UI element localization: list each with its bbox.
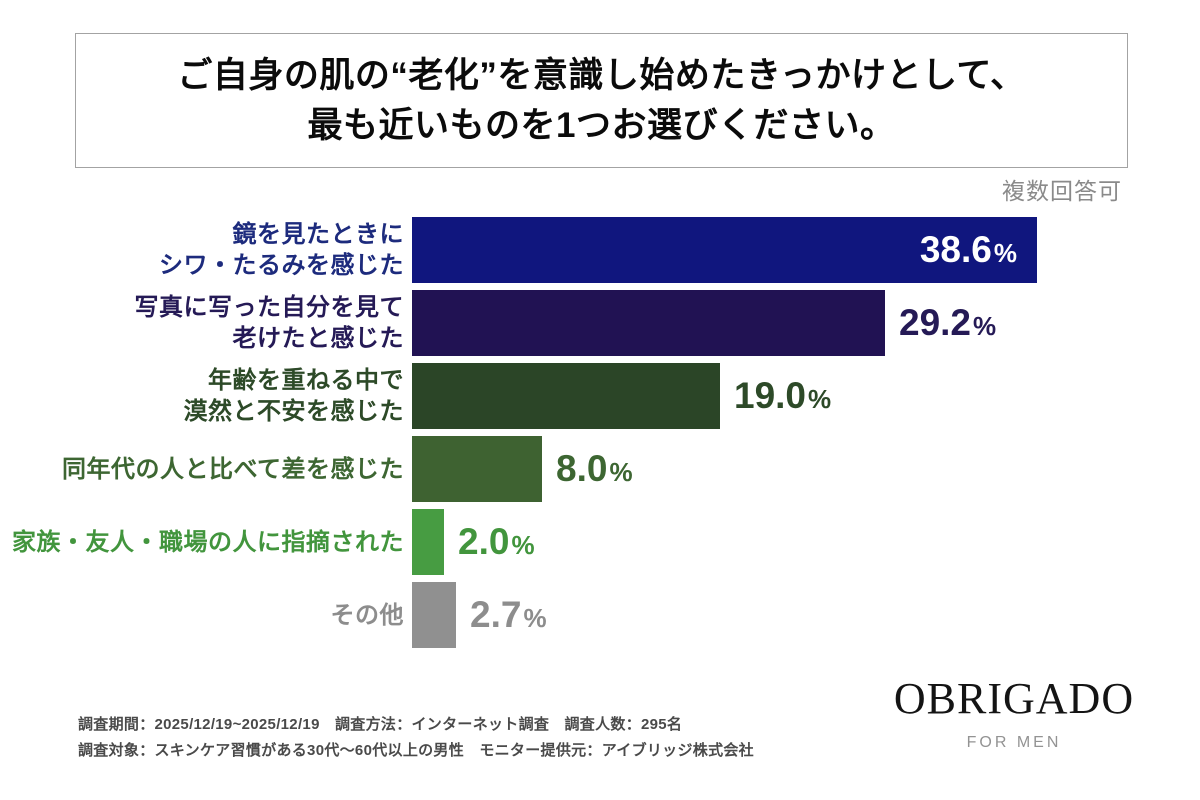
- brand-block: OBRIGADO FOR MEN: [878, 676, 1150, 752]
- brand-tagline: FOR MEN: [966, 734, 1062, 751]
- value-number: 2.0: [458, 521, 510, 562]
- chart-row: 鏡を見たときに シワ・たるみを感じた 38.6%: [0, 217, 1200, 283]
- value-number: 29.2: [899, 302, 972, 343]
- chart-row: 同年代の人と比べて差を感じた 8.0%: [0, 436, 1200, 502]
- survey-meta: 調査期間：2025/12/19~2025/12/19 調査方法：インターネット調…: [78, 712, 754, 764]
- chart-row: 写真に写った自分を見て 老けたと感じた 29.2%: [0, 290, 1200, 356]
- value-number: 19.0: [734, 375, 807, 416]
- value-percent-sign: %: [993, 238, 1017, 268]
- bar-area: 2.0%: [412, 509, 1200, 575]
- category-label: 家族・友人・職場の人に指摘された: [12, 528, 404, 556]
- chart-row: 年齢を重ねる中で 漠然と不安を感じた 19.0%: [0, 363, 1200, 429]
- category-label: 年齢を重ねる中で 漠然と不安を感じた: [183, 367, 404, 425]
- bar-area: 8.0%: [412, 436, 1200, 502]
- bar-area: 29.2%: [412, 290, 1200, 356]
- bar: [412, 509, 444, 575]
- category-label: 同年代の人と比べて差を感じた: [61, 455, 404, 483]
- value-label: 38.6%: [920, 229, 1017, 271]
- page-title-line-1: ご自身の肌の“老化”を意識し始めたきっかけとして、: [177, 55, 1026, 95]
- bar-area: 19.0%: [412, 363, 1200, 429]
- value-number: 38.6: [919, 229, 992, 270]
- chart-row: 家族・友人・職場の人に指摘された 2.0%: [0, 509, 1200, 575]
- bar: [412, 363, 720, 429]
- value-percent-sign: %: [523, 603, 547, 633]
- bar: [412, 290, 885, 356]
- value-label: 19.0%: [734, 375, 831, 417]
- value-number: 2.7: [470, 594, 522, 635]
- bar-chart: 鏡を見たときに シワ・たるみを感じた 38.6% 写真に写った自分を見て 老けたと感…: [0, 217, 1200, 655]
- multiple-answers-note: 複数回答可: [1002, 178, 1122, 204]
- value-percent-sign: %: [808, 384, 832, 414]
- bar-area: 38.6%: [412, 217, 1200, 283]
- bar: 38.6%: [412, 217, 1037, 283]
- page-title-line-2: 最も近いものを1つお選びください。: [307, 105, 896, 145]
- value-label: 8.0%: [556, 448, 633, 490]
- bar-area: 2.7%: [412, 582, 1200, 648]
- chart-row: その他 2.7%: [0, 582, 1200, 648]
- value-label: 2.7%: [470, 594, 547, 636]
- brand-logo: OBRIGADO: [893, 674, 1135, 723]
- value-percent-sign: %: [609, 457, 633, 487]
- value-number: 8.0: [556, 448, 608, 489]
- value-label: 2.0%: [458, 521, 535, 563]
- bar: [412, 582, 456, 648]
- survey-meta-line-2: 調査対象：スキンケア習慣がある30代〜60代以上の男性 モニター提供元：アイブリ…: [78, 742, 754, 759]
- category-label: その他: [330, 601, 404, 629]
- category-label: 鏡を見たときに シワ・たるみを感じた: [159, 221, 404, 279]
- title-box: ご自身の肌の“老化”を意識し始めたきっかけとして、 最も近いものを1つお選びくだ…: [75, 33, 1128, 168]
- value-label: 29.2%: [899, 302, 996, 344]
- survey-meta-line-1: 調査期間：2025/12/19~2025/12/19 調査方法：インターネット調…: [78, 716, 683, 733]
- value-percent-sign: %: [511, 530, 535, 560]
- bar: [412, 436, 542, 502]
- category-label: 写真に写った自分を見て 老けたと感じた: [134, 294, 404, 352]
- value-percent-sign: %: [973, 311, 997, 341]
